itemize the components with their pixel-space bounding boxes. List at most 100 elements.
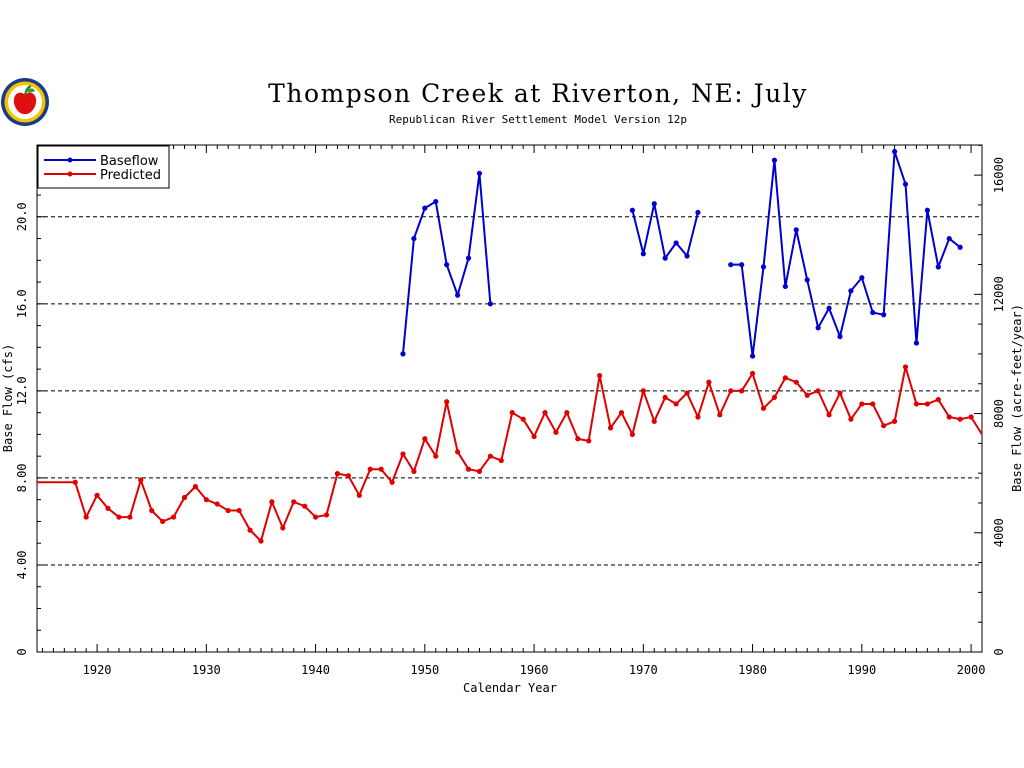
predicted-point xyxy=(247,527,253,533)
predicted-point xyxy=(323,512,330,518)
baseflow-point xyxy=(433,198,439,205)
x-tick-label: 1980 xyxy=(738,663,767,677)
predicted-point xyxy=(116,514,122,520)
baseflow-point xyxy=(465,255,472,261)
baseflow-point xyxy=(957,244,963,250)
legend-predicted-marker xyxy=(67,171,73,177)
predicted-point xyxy=(706,379,712,385)
predicted-point xyxy=(138,477,144,483)
predicted-point xyxy=(83,514,89,520)
apple-seal-icon xyxy=(1,78,49,126)
predicted-point xyxy=(924,401,930,407)
predicted-point xyxy=(848,416,854,422)
predicted-point xyxy=(618,410,625,416)
predicted-point xyxy=(411,468,417,474)
predicted-point xyxy=(793,379,799,385)
predicted-point xyxy=(815,388,821,394)
predicted-point xyxy=(728,388,734,394)
predicted-point xyxy=(455,449,461,455)
predicted-point xyxy=(291,499,297,505)
baseflow-point xyxy=(924,207,930,213)
y2-tick-label: 16000 xyxy=(992,157,1006,193)
legend-baseflow-label: Baseflow xyxy=(100,154,159,169)
predicted-point xyxy=(946,414,952,420)
predicted-point xyxy=(826,412,832,418)
predicted-point xyxy=(149,507,155,514)
baseflow-point xyxy=(815,325,821,331)
legend-baseflow-marker xyxy=(67,157,73,163)
x-tick-label: 2000 xyxy=(957,663,986,677)
predicted-point xyxy=(367,466,373,472)
baseflow-point xyxy=(892,148,898,155)
baseflow-point xyxy=(859,275,865,281)
y-tick-label: 12.0 xyxy=(15,376,29,405)
legend-box xyxy=(37,145,170,189)
baseflow-point xyxy=(629,207,636,213)
baseflow-point xyxy=(848,288,854,294)
predicted-point xyxy=(236,507,242,514)
predicted-point xyxy=(400,451,406,457)
baseflow-point xyxy=(946,235,952,242)
x-axis-title: Calendar Year xyxy=(463,681,557,695)
predicted-point xyxy=(444,399,450,405)
predicted-point xyxy=(881,423,887,429)
x-tick-label: 1960 xyxy=(520,663,549,677)
predicted-point xyxy=(749,370,756,377)
baseflow-point xyxy=(455,292,461,298)
predicted-point xyxy=(312,514,319,520)
predicted-point xyxy=(673,401,679,407)
predicted-point xyxy=(892,418,898,424)
baseflow-point xyxy=(444,262,450,268)
x-tick-label: 1920 xyxy=(83,663,112,677)
baseflow-point xyxy=(640,251,646,257)
y2-tick-label: 8000 xyxy=(992,399,1006,428)
legend: Baseflow Predicted xyxy=(37,145,170,189)
predicted-point xyxy=(913,401,920,407)
baseflow-point xyxy=(728,262,734,268)
predicted-point xyxy=(302,503,308,509)
predicted-point xyxy=(837,390,843,396)
x-tick-label: 1940 xyxy=(301,663,330,677)
axis-ticks: 1920 1930 1940 1950 1960 1970 1980 1990 2000 0 4.0… xyxy=(15,144,1006,677)
predicted-point xyxy=(564,410,570,416)
predicted-point xyxy=(760,405,767,411)
predicted-point xyxy=(695,414,701,420)
x-tick-label: 1970 xyxy=(629,663,658,677)
predicted-point xyxy=(935,396,941,403)
y-tick-label: 8.00 xyxy=(15,463,29,492)
chart-title: Thompson Creek at Riverton, NE: July xyxy=(268,79,808,108)
x-tick-label: 1950 xyxy=(410,663,439,677)
baseflow-point xyxy=(837,333,843,340)
predicted-point xyxy=(597,373,603,379)
predicted-point xyxy=(859,401,865,407)
predicted-point xyxy=(225,507,231,514)
legend-predicted-label: Predicted xyxy=(100,168,161,183)
predicted-point xyxy=(422,436,428,442)
predicted-point xyxy=(105,505,111,511)
predicted-point xyxy=(280,525,286,531)
predicted-point xyxy=(72,479,78,485)
predicted-point xyxy=(629,431,636,438)
y-tick-label: 0 xyxy=(15,648,29,655)
baseflow-point xyxy=(400,351,406,357)
predicted-point xyxy=(640,388,646,394)
baseflow-point xyxy=(411,235,417,242)
y-axis-title: Base Flow (cfs) xyxy=(1,344,15,452)
baseflow-point xyxy=(902,181,909,187)
baseflow-point xyxy=(662,255,668,261)
x-tick-label: 1930 xyxy=(192,663,221,677)
predicted-line xyxy=(74,366,972,543)
predicted-point xyxy=(771,394,778,401)
baseflow-point xyxy=(881,312,887,318)
predicted-point xyxy=(258,538,264,544)
baseflow-point xyxy=(804,277,810,283)
x-tick-label: 1990 xyxy=(847,663,876,677)
baseflow-point xyxy=(422,205,428,211)
baseflow-point xyxy=(684,253,690,259)
predicted-point xyxy=(509,410,515,416)
y-tick-label: 20.0 xyxy=(15,202,29,231)
predicted-point xyxy=(553,429,559,435)
baseflow-line xyxy=(730,151,961,357)
baseflow-point xyxy=(826,305,832,311)
